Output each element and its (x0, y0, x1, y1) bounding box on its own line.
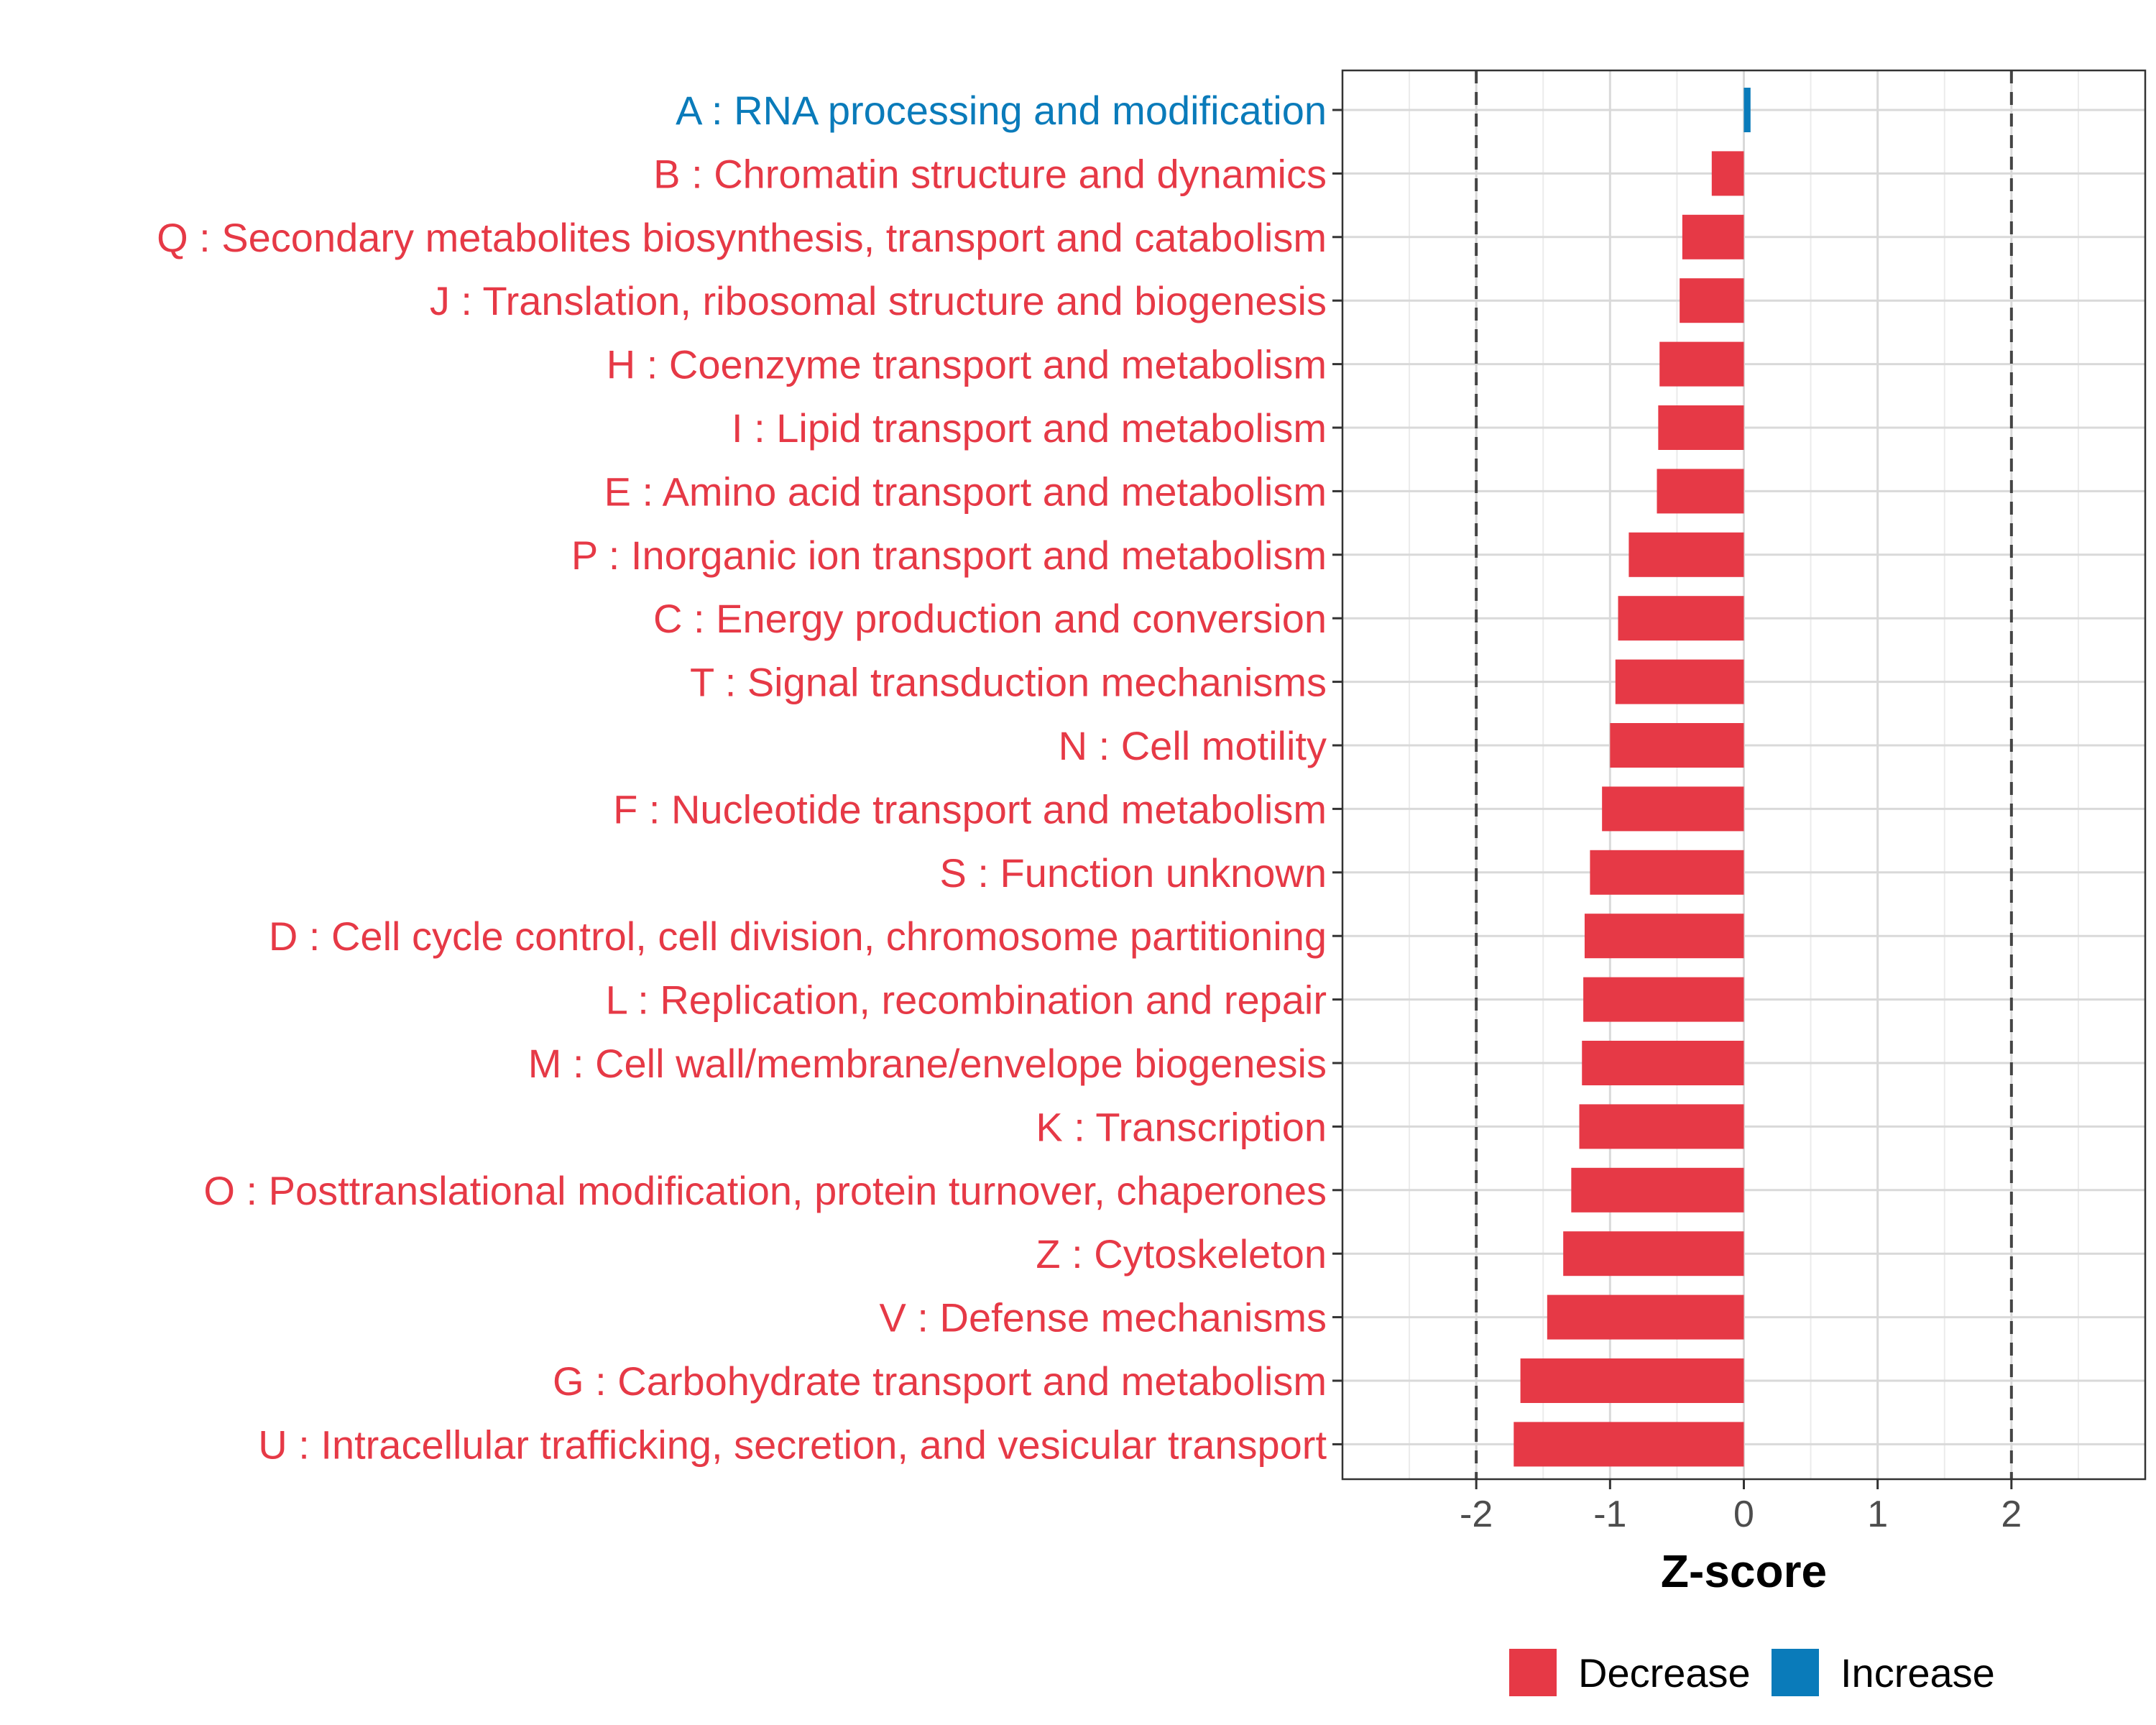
category-label: V : Defense mechanisms (880, 1295, 1327, 1340)
category-label: O : Posttranslational modification, prot… (203, 1168, 1327, 1213)
x-tick-label: -1 (1593, 1494, 1626, 1535)
bar (1563, 1231, 1744, 1276)
legend: Decrease Increase (1509, 1649, 1995, 1696)
category-label: F : Nucleotide transport and metabolism (613, 786, 1327, 832)
bar (1520, 1358, 1744, 1403)
bar (1682, 214, 1744, 259)
bar (1628, 532, 1744, 577)
category-label: P : Inorganic ion transport and metaboli… (571, 533, 1327, 578)
bar (1590, 850, 1744, 895)
category-label: A : RNA processing and modification (676, 88, 1327, 133)
category-label: U : Intracellular trafficking, secretion… (258, 1422, 1327, 1467)
category-label: D : Cell cycle control, cell division, c… (269, 914, 1327, 959)
bar (1583, 977, 1744, 1022)
legend-swatch (1772, 1649, 1819, 1696)
x-tick-label: 1 (1867, 1494, 1888, 1535)
x-tick-label: 0 (1733, 1494, 1754, 1535)
x-axis: -2 -1 0 1 2 (1460, 1479, 2022, 1535)
bar (1711, 151, 1744, 196)
category-label: N : Cell motility (1059, 723, 1327, 768)
legend-label: Increase (1841, 1650, 1995, 1696)
reference-lines (1475, 70, 2013, 1479)
x-axis-title: Z-score (1661, 1545, 1827, 1597)
category-label: C : Energy production and conversion (653, 596, 1327, 641)
category-label: Z : Cytoskeleton (1036, 1231, 1327, 1276)
bar (1547, 1294, 1744, 1340)
category-label: J : Translation, ribosomal structure and… (430, 278, 1327, 323)
bar (1571, 1167, 1744, 1213)
category-label: H : Coenzyme transport and metabolism (607, 342, 1327, 387)
bar (1659, 341, 1744, 387)
bar (1584, 914, 1744, 959)
bar (1582, 1041, 1744, 1085)
category-label: B : Chromatin structure and dynamics (653, 151, 1327, 196)
legend-swatch (1509, 1649, 1557, 1696)
bars (1514, 88, 1751, 1467)
bar (1658, 405, 1744, 450)
bar (1743, 88, 1751, 132)
bar (1618, 596, 1744, 641)
x-tick-label: 2 (2001, 1494, 2022, 1535)
bar (1680, 278, 1744, 323)
bar (1579, 1104, 1744, 1149)
y-axis: A : RNA processing and modification B : C… (157, 88, 1342, 1467)
category-label: I : Lipid transport and metabolism (732, 405, 1327, 451)
category-label: L : Replication, recombination and repai… (606, 978, 1327, 1023)
x-tick-label: -2 (1460, 1494, 1493, 1535)
bar (1657, 469, 1744, 514)
category-label: Q : Secondary metabolites biosynthesis, … (157, 215, 1327, 260)
bar (1610, 723, 1744, 768)
legend-label: Decrease (1578, 1650, 1751, 1696)
bar (1615, 659, 1744, 704)
category-label: K : Transcription (1036, 1104, 1327, 1149)
category-label: G : Carbohydrate transport and metabolis… (553, 1358, 1327, 1404)
bar (1602, 786, 1744, 832)
category-label: M : Cell wall/membrane/envelope biogenes… (528, 1041, 1327, 1086)
category-label: T : Signal transduction mechanisms (690, 660, 1327, 705)
category-label: S : Function unknown (939, 850, 1327, 896)
category-label: E : Amino acid transport and metabolism (604, 469, 1327, 514)
bar (1514, 1422, 1744, 1467)
